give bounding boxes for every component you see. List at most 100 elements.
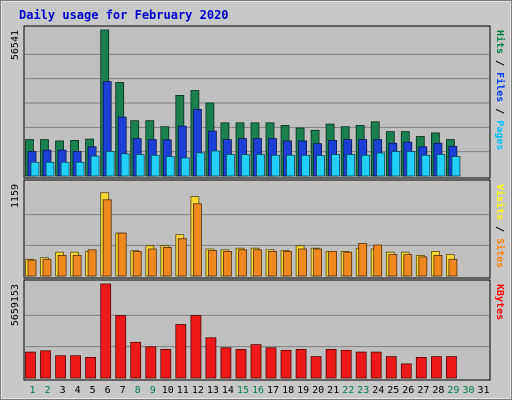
bar-pages-18 xyxy=(286,154,295,177)
bar-sites-10 xyxy=(162,246,172,277)
bar-sites-3 xyxy=(57,254,67,277)
x-tick-label-14: 14 xyxy=(222,385,234,396)
x-tick-label-13: 13 xyxy=(207,385,219,396)
x-tick-label-7: 7 xyxy=(120,385,126,396)
bar-pages-25 xyxy=(391,151,401,177)
bar-pages-12 xyxy=(195,152,205,177)
x-tick-label-21: 21 xyxy=(327,385,339,396)
bar-kbytes-29 xyxy=(445,356,457,379)
x-tick-label-9: 9 xyxy=(150,385,156,396)
bar-kbytes-17 xyxy=(265,347,277,379)
x-tick-label-17: 17 xyxy=(267,385,279,396)
bar-kbytes-13 xyxy=(205,337,217,379)
legend-entry: Visits xyxy=(494,184,506,220)
bar-pages-16 xyxy=(256,154,265,177)
bar-sites-23 xyxy=(358,243,368,277)
bar-sites-1 xyxy=(27,259,37,277)
legend-entry: / xyxy=(494,54,505,72)
bar-sites-29 xyxy=(448,258,458,277)
bar-sites-20 xyxy=(313,248,323,277)
bar-pages-7 xyxy=(120,153,130,177)
bar-kbytes-24 xyxy=(370,351,382,379)
panel-kbytes-legend: KBytes xyxy=(494,284,505,320)
x-tick-label-12: 12 xyxy=(192,385,204,396)
bar-pages-15 xyxy=(241,154,250,177)
x-tick-label-1: 1 xyxy=(29,385,35,396)
bar-pages-17 xyxy=(271,154,280,177)
x-tick-label-19: 19 xyxy=(297,385,309,396)
bar-sites-5 xyxy=(87,249,97,277)
bar-pages-23 xyxy=(361,154,371,177)
x-tick-label-16: 16 xyxy=(252,385,264,396)
panel-hits-files-pages: 56541 Hits / Files / Pages xyxy=(10,25,506,179)
bar-pages-21 xyxy=(331,154,341,177)
bar-pages-10 xyxy=(165,156,175,177)
bar-sites-2 xyxy=(42,258,52,277)
x-tick-label-29: 29 xyxy=(447,385,459,396)
panel-kbytes: 5659153 KBytes xyxy=(10,279,505,381)
legend-entry: Sites xyxy=(494,238,506,268)
bar-kbytes-22 xyxy=(340,349,352,379)
bar-sites-9 xyxy=(147,248,157,277)
bar-sites-6 xyxy=(102,199,112,277)
x-axis-labels: 1 2 3 4 5 6 7 8 9 10 11 12 13 14 15 16 17 18 19 20 21 22 23 24 2… xyxy=(29,385,489,396)
series-kbytes xyxy=(25,283,457,379)
x-tick-label-24: 24 xyxy=(372,385,384,396)
bar-sites-22 xyxy=(343,251,353,277)
panel-hits-files-pages-legend: Hits / Files / Pages xyxy=(494,30,506,150)
x-tick-label-31: 31 xyxy=(477,385,489,396)
x-tick-label-25: 25 xyxy=(387,385,399,396)
panel-visits-sites: 1159 Visits / Sites xyxy=(10,179,506,279)
x-tick-label-2: 2 xyxy=(44,385,50,396)
bar-pages-14 xyxy=(225,154,235,177)
bar-sites-26 xyxy=(403,254,413,277)
bar-kbytes-18 xyxy=(280,349,292,379)
bar-pages-24 xyxy=(376,152,386,177)
bar-pages-3 xyxy=(60,161,70,177)
bar-kbytes-28 xyxy=(430,356,442,379)
bar-sites-25 xyxy=(388,254,398,277)
bar-sites-19 xyxy=(298,248,308,277)
x-tick-label-28: 28 xyxy=(432,385,444,396)
bar-sites-7 xyxy=(117,232,127,277)
x-tick-label-15: 15 xyxy=(237,385,249,396)
bar-kbytes-4 xyxy=(70,355,81,379)
bar-kbytes-23 xyxy=(355,351,367,379)
bar-pages-11 xyxy=(180,157,190,177)
bar-kbytes-20 xyxy=(310,356,322,379)
bar-kbytes-9 xyxy=(145,346,157,379)
bar-sites-11 xyxy=(177,238,187,277)
bar-kbytes-26 xyxy=(400,363,412,379)
series-sites xyxy=(27,199,458,277)
bar-pages-20 xyxy=(316,155,326,177)
panel-kbytes-max-label: 5659153 xyxy=(10,284,21,326)
bar-sites-28 xyxy=(433,254,443,277)
bar-sites-27 xyxy=(418,256,428,277)
bar-sites-12 xyxy=(192,203,202,277)
bar-pages-8 xyxy=(135,154,145,177)
bar-pages-9 xyxy=(150,154,160,177)
bar-kbytes-21 xyxy=(325,348,337,379)
bar-kbytes-19 xyxy=(295,348,307,379)
bar-sites-18 xyxy=(283,250,292,277)
bar-sites-17 xyxy=(268,250,277,277)
x-tick-label-5: 5 xyxy=(90,385,96,396)
x-tick-label-11: 11 xyxy=(177,385,189,396)
bar-sites-24 xyxy=(373,244,383,277)
x-tick-label-3: 3 xyxy=(60,385,66,396)
bar-sites-4 xyxy=(72,254,82,277)
bar-kbytes-8 xyxy=(130,341,142,379)
bar-kbytes-1 xyxy=(25,351,36,379)
bar-kbytes-6 xyxy=(100,283,112,379)
panel-visits-sites-max-label: 1159 xyxy=(10,184,21,208)
bar-kbytes-10 xyxy=(160,348,172,379)
x-tick-label-26: 26 xyxy=(402,385,414,396)
bar-kbytes-15 xyxy=(235,348,247,379)
legend-entry: Pages xyxy=(494,120,505,150)
bar-kbytes-25 xyxy=(385,356,397,379)
legend-entry: Hits xyxy=(494,30,506,54)
bar-pages-27 xyxy=(421,154,431,177)
bar-sites-16 xyxy=(253,249,262,277)
bar-pages-29 xyxy=(451,156,461,177)
